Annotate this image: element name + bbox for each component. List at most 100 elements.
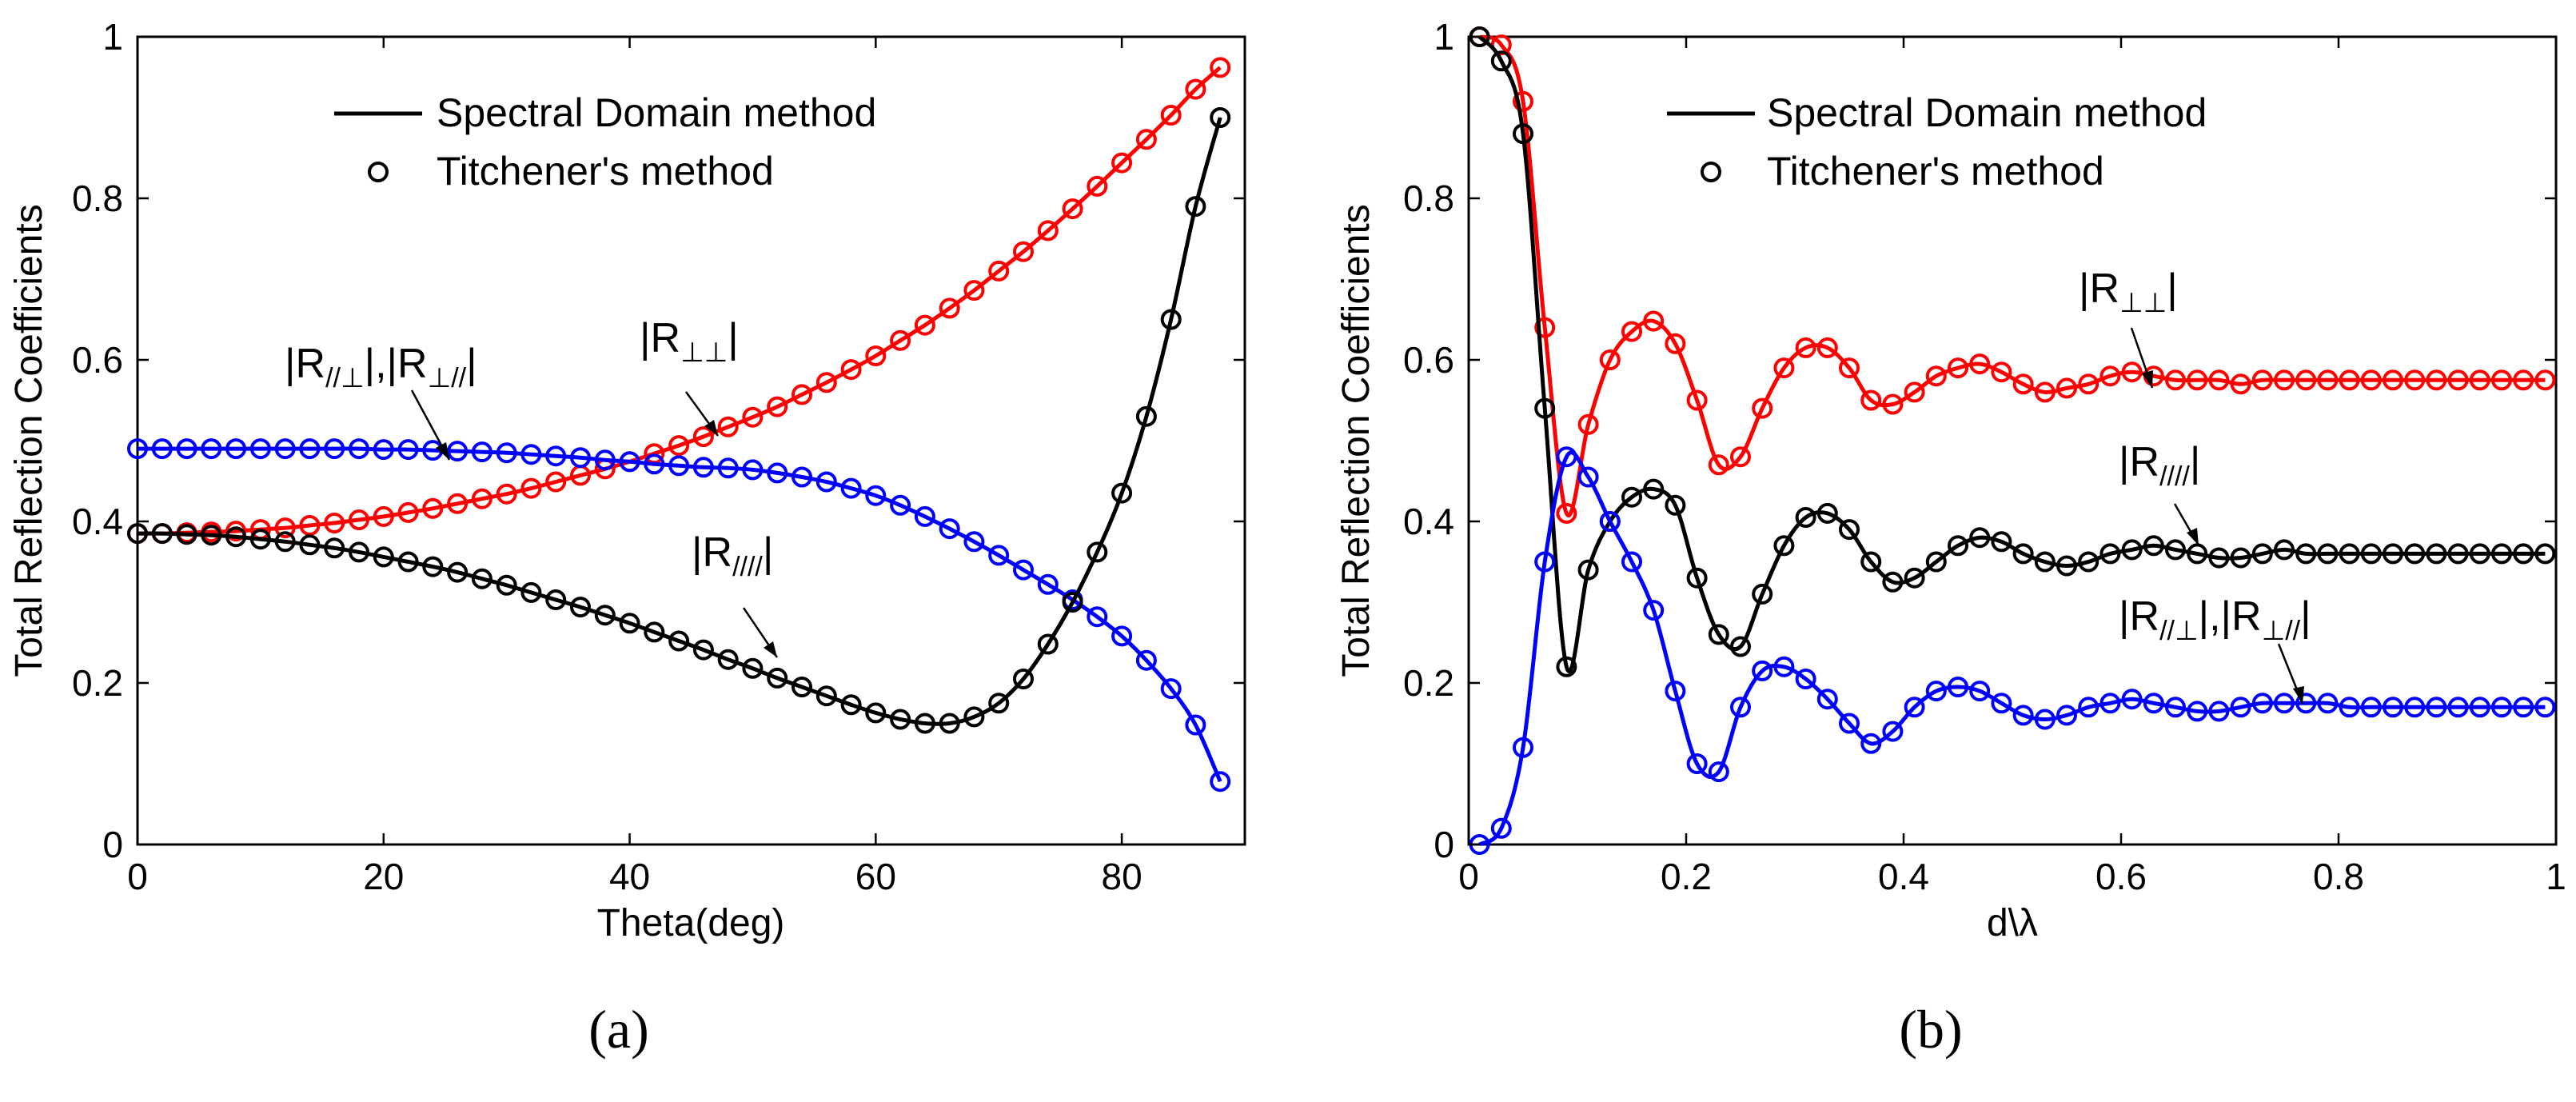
data-point bbox=[644, 621, 665, 643]
data-point bbox=[2230, 373, 2251, 395]
data-point bbox=[668, 435, 690, 457]
data-point bbox=[1037, 633, 1059, 655]
data-point bbox=[225, 438, 247, 460]
data-point bbox=[2317, 693, 2339, 714]
data-point bbox=[963, 706, 985, 728]
data-point bbox=[2447, 543, 2469, 565]
data-point bbox=[570, 447, 591, 469]
data-point bbox=[1925, 365, 1947, 387]
data-point bbox=[815, 685, 837, 707]
data-point bbox=[2056, 555, 2077, 577]
data-point bbox=[520, 444, 542, 465]
data-point bbox=[2099, 693, 2121, 714]
data-point bbox=[2165, 369, 2186, 391]
data-point bbox=[2012, 373, 2034, 395]
data-point bbox=[1513, 90, 1533, 112]
y-tick-label: 0.4 bbox=[72, 501, 123, 542]
annotation-r-parallel-cross: |R//⊥|,|R⊥//| bbox=[2119, 593, 2311, 705]
data-point bbox=[2426, 543, 2447, 565]
data-point bbox=[274, 438, 296, 460]
x-axis-label: Theta(deg) bbox=[597, 902, 785, 944]
data-point bbox=[2078, 373, 2099, 395]
data-point bbox=[890, 494, 911, 516]
data-point bbox=[1577, 413, 1599, 435]
data-point bbox=[1948, 357, 1968, 379]
data-point bbox=[1135, 405, 1157, 427]
data-point bbox=[2317, 369, 2339, 391]
data-point bbox=[2404, 369, 2426, 391]
data-point bbox=[1556, 502, 1577, 524]
data-point bbox=[2513, 369, 2534, 391]
data-point bbox=[865, 485, 887, 506]
data-point bbox=[1816, 337, 1838, 358]
legend: Spectral Domain method Titchener's metho… bbox=[1667, 90, 2207, 194]
data-point bbox=[1185, 714, 1206, 736]
data-point bbox=[1111, 152, 1133, 174]
data-point bbox=[2230, 547, 2251, 569]
data-point bbox=[1752, 583, 1773, 605]
series-line bbox=[1478, 450, 2546, 847]
data-point bbox=[447, 441, 469, 462]
x-tick-label: 1 bbox=[2546, 856, 2566, 897]
data-point bbox=[1860, 551, 1882, 573]
data-point bbox=[717, 649, 739, 670]
data-point bbox=[2187, 543, 2208, 565]
data-point bbox=[2208, 547, 2230, 569]
data-point bbox=[1062, 592, 1083, 613]
data-point bbox=[1534, 397, 1556, 419]
data-point bbox=[1991, 693, 2012, 714]
x-tick-label: 0 bbox=[127, 856, 148, 897]
data-point bbox=[2056, 705, 2077, 726]
data-point bbox=[324, 513, 345, 533]
data-point bbox=[127, 523, 148, 545]
annotation-text: |R⊥⊥| bbox=[2079, 266, 2178, 318]
data-point bbox=[1991, 531, 2012, 553]
legend-label: Spectral Domain method bbox=[437, 90, 876, 135]
data-point bbox=[176, 438, 197, 460]
data-point bbox=[1839, 357, 1860, 379]
annotation-text: |R////| bbox=[692, 529, 773, 582]
data-point bbox=[1556, 656, 1577, 677]
data-point bbox=[1686, 567, 1708, 589]
data-point bbox=[939, 297, 960, 319]
data-point bbox=[1795, 337, 1816, 358]
data-point bbox=[2187, 701, 2208, 722]
data-point bbox=[865, 345, 887, 366]
data-point bbox=[1730, 697, 1751, 718]
data-point bbox=[2056, 377, 2077, 399]
data-point bbox=[373, 439, 394, 461]
chart-b-marks bbox=[1469, 26, 2556, 855]
data-point bbox=[1160, 309, 1182, 330]
legend-marker-circle bbox=[1701, 162, 1721, 182]
annotation-r-perp-perp: |R⊥⊥| bbox=[640, 315, 739, 437]
data-point bbox=[890, 329, 911, 351]
data-point bbox=[471, 568, 492, 589]
data-point bbox=[422, 497, 444, 519]
data-point bbox=[742, 406, 764, 428]
data-point bbox=[2513, 543, 2534, 565]
data-point bbox=[1708, 761, 1729, 783]
panel-caption: (a) bbox=[588, 999, 648, 1060]
data-point bbox=[201, 438, 222, 460]
x-tick-label: 20 bbox=[363, 856, 404, 897]
data-point bbox=[988, 545, 1010, 566]
data-point bbox=[1773, 535, 1795, 557]
data-point bbox=[668, 455, 690, 477]
annotation-arrowhead bbox=[2142, 370, 2153, 388]
data-point bbox=[1686, 753, 1708, 774]
data-point bbox=[1621, 321, 1642, 342]
data-point bbox=[1599, 511, 1621, 532]
series-line bbox=[137, 66, 1222, 536]
data-point bbox=[1087, 606, 1108, 628]
data-point bbox=[1860, 389, 1882, 411]
data-point bbox=[1773, 656, 1795, 677]
data-point bbox=[1665, 494, 1686, 516]
data-point bbox=[2251, 543, 2273, 565]
data-point bbox=[127, 438, 148, 460]
data-point bbox=[2383, 697, 2403, 718]
y-tick-label: 0.2 bbox=[1403, 662, 1454, 704]
data-point bbox=[840, 694, 862, 716]
data-point bbox=[299, 438, 321, 460]
data-point bbox=[2274, 539, 2295, 561]
